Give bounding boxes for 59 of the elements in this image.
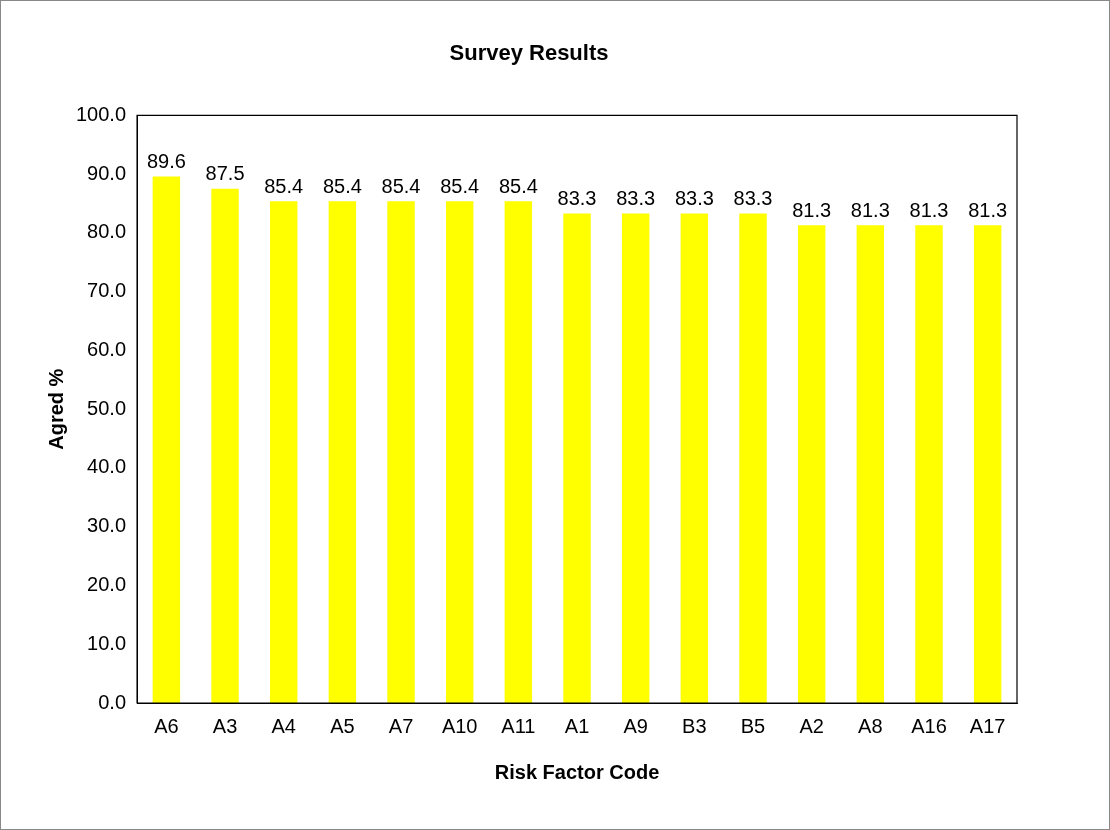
x-tick-label: A10 <box>441 714 478 737</box>
y-tick-label: 90.0 <box>87 161 127 184</box>
bar <box>563 213 591 703</box>
data-label: 81.3 <box>850 198 890 221</box>
bar <box>915 225 943 703</box>
x-tick-label: A7 <box>388 714 414 737</box>
x-tick-label: A4 <box>271 714 296 737</box>
bar <box>504 201 533 703</box>
y-tick-label: 70.0 <box>87 279 127 302</box>
chart-title: Survey Results <box>449 40 609 66</box>
data-label: 89.6 <box>146 150 186 173</box>
data-label: 81.3 <box>792 198 832 221</box>
data-label: 85.4 <box>322 174 362 197</box>
x-tick-label: A16 <box>911 714 947 737</box>
data-label: 85.4 <box>440 174 480 197</box>
y-tick-label: 40.0 <box>87 455 127 478</box>
y-tick-label: 30.0 <box>87 514 127 537</box>
data-label: 81.3 <box>909 198 949 221</box>
data-label: 85.4 <box>264 174 304 197</box>
bar <box>152 176 181 703</box>
data-label: 83.3 <box>674 187 714 210</box>
data-label: 83.3 <box>557 187 597 210</box>
x-tick-label: A3 <box>212 714 238 737</box>
bar <box>328 201 357 703</box>
x-tick-label: A17 <box>969 714 1006 737</box>
x-tick-label: A6 <box>154 714 179 737</box>
data-label: 85.4 <box>381 174 421 197</box>
bar <box>211 188 239 703</box>
bar <box>797 225 826 703</box>
x-tick-label: A5 <box>330 714 355 737</box>
x-tick-label: A11 <box>501 714 536 737</box>
bar <box>680 213 709 703</box>
bar <box>445 201 474 703</box>
x-tick-label: A8 <box>858 714 883 737</box>
y-tick-label: 10.0 <box>87 631 127 654</box>
data-label: 83.3 <box>733 187 773 210</box>
y-tick-label: 50.0 <box>87 396 127 419</box>
x-tick-label: A9 <box>623 714 648 737</box>
x-tick-label: A1 <box>564 714 590 737</box>
y-tick-label: 80.0 <box>87 220 127 243</box>
x-tick-label: B3 <box>682 714 707 737</box>
x-tick-label: A2 <box>799 714 824 737</box>
data-label: 83.3 <box>616 187 656 210</box>
data-label: 81.3 <box>968 198 1008 221</box>
y-tick-label: 60.0 <box>87 337 127 360</box>
bar <box>973 225 1002 703</box>
bar <box>856 225 885 703</box>
data-label: 87.5 <box>205 162 245 185</box>
y-axis-title: Agred % <box>44 368 67 450</box>
bar <box>739 213 767 703</box>
x-tick-label: B5 <box>740 714 766 737</box>
x-axis-title: Risk Factor Code <box>494 760 660 783</box>
bar <box>387 201 415 703</box>
y-tick-label: 0.0 <box>98 690 127 713</box>
bar <box>270 201 298 703</box>
bar <box>621 213 650 703</box>
y-tick-label: 100.0 <box>75 102 127 125</box>
y-tick-label: 20.0 <box>87 573 127 595</box>
data-label: 85.4 <box>498 174 538 197</box>
